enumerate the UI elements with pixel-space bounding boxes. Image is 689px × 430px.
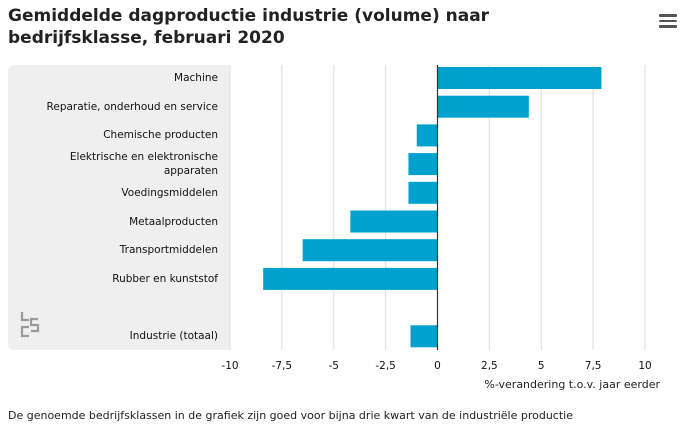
x-tick-label: -2,5 bbox=[375, 360, 396, 372]
chart-title: Gemiddelde dagproductie industrie (volum… bbox=[8, 6, 490, 48]
bar[interactable] bbox=[350, 210, 438, 233]
x-tick-label: -5 bbox=[328, 360, 339, 372]
bar[interactable] bbox=[263, 267, 438, 290]
bar[interactable] bbox=[416, 124, 438, 147]
category-label: Industrie (totaal) bbox=[129, 330, 218, 343]
hamburger-menu-icon[interactable] bbox=[659, 14, 677, 28]
x-tick-label: 5 bbox=[537, 360, 545, 372]
bar[interactable] bbox=[437, 67, 602, 89]
category-label: Rubber en kunststof bbox=[112, 272, 218, 285]
category-label: Metaalproducten bbox=[129, 215, 218, 228]
footnote: De genoemde bedrijfsklassen in de grafie… bbox=[8, 409, 573, 422]
bar[interactable] bbox=[408, 153, 438, 176]
category-label: Chemische producten bbox=[103, 129, 218, 142]
x-tick-label: 0 bbox=[434, 360, 441, 372]
bar[interactable] bbox=[437, 95, 529, 118]
category-label: Elektrische en elektronische apparaten bbox=[69, 151, 218, 178]
x-tick-label: -7,5 bbox=[271, 360, 293, 372]
category-label: Reparatie, onderhoud en service bbox=[46, 100, 218, 113]
category-label: Voedingsmiddelen bbox=[121, 186, 218, 199]
x-tick-label: 2,5 bbox=[481, 360, 498, 372]
category-label-panel bbox=[8, 65, 230, 350]
x-tick-label: 7,5 bbox=[584, 360, 602, 372]
bar[interactable] bbox=[408, 181, 438, 204]
x-axis-label: %-verandering t.o.v. jaar eerder bbox=[484, 378, 660, 391]
category-label: Machine bbox=[174, 72, 218, 84]
bar[interactable] bbox=[302, 239, 438, 262]
category-label: Transportmiddelen bbox=[119, 244, 218, 257]
bar[interactable] bbox=[410, 325, 438, 348]
x-tick-label: -10 bbox=[221, 360, 239, 372]
x-tick-label: 10 bbox=[638, 360, 652, 372]
